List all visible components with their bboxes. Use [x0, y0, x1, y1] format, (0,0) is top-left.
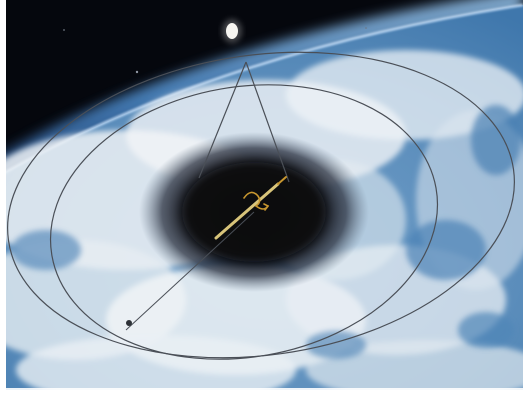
ocean-patches [11, 105, 521, 359]
outer-orbit-ring [7, 51, 515, 359]
star [365, 27, 367, 29]
photo-bottom-edge [6, 388, 523, 390]
projection-line-left [198, 61, 247, 179]
marker-point [126, 320, 132, 326]
pointer-tip [277, 176, 287, 185]
earth-photo [6, 0, 523, 390]
star [63, 29, 65, 31]
star [135, 70, 139, 74]
projection-line-right [245, 61, 290, 183]
pointer-needle [214, 182, 280, 240]
shadow-track-line [125, 211, 255, 331]
curved-arrow-icon [243, 191, 270, 211]
inner-orbit-ring [49, 84, 439, 360]
